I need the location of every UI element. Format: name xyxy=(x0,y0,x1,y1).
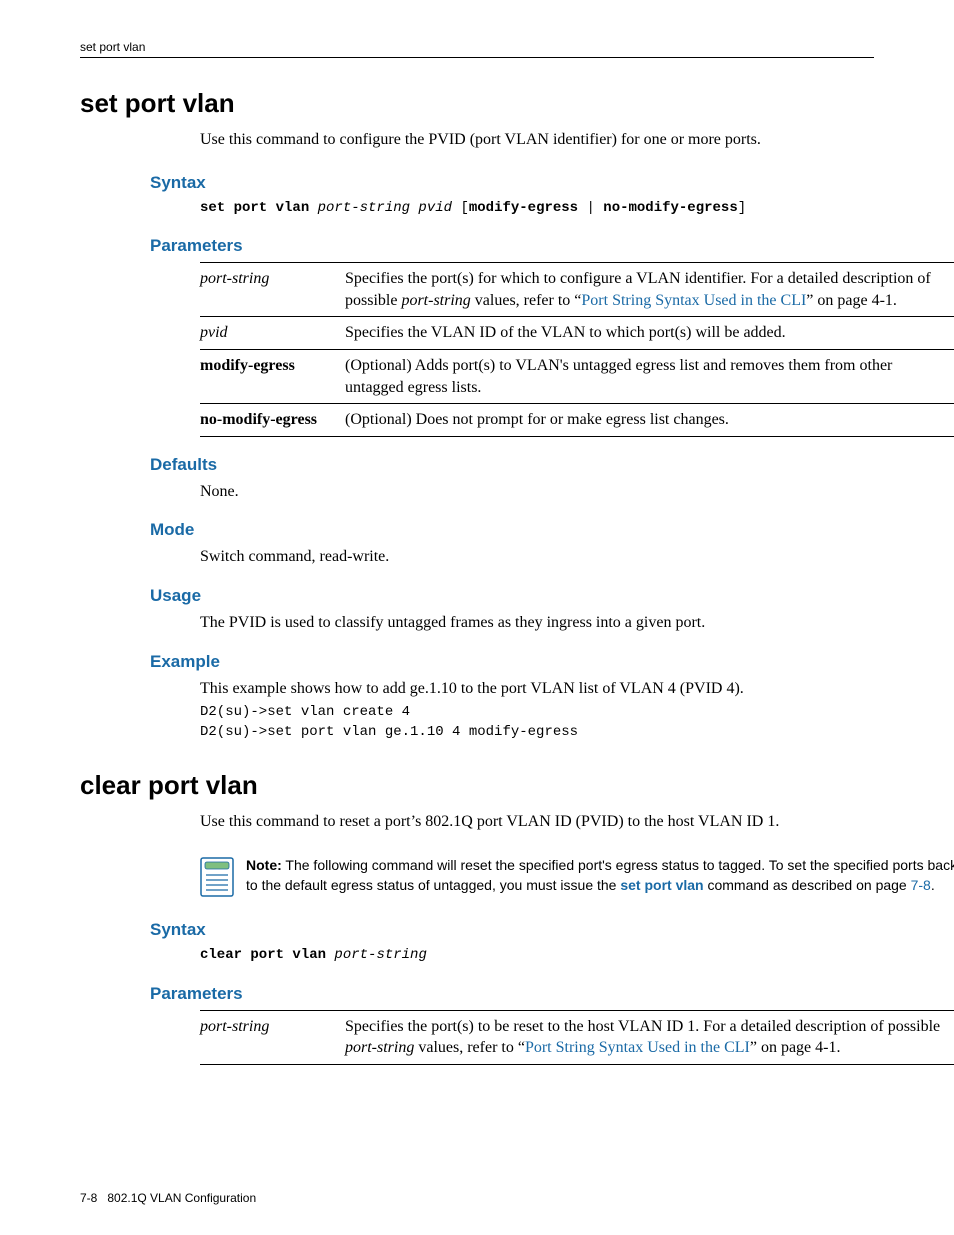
table-row: modify-egress (Optional) Adds port(s) to… xyxy=(200,349,954,403)
param-name: port-string xyxy=(200,270,269,287)
param-desc: (Optional) Adds port(s) to VLAN's untagg… xyxy=(345,349,954,403)
page: set port vlan set port vlan Use this com… xyxy=(0,0,954,1235)
cmd1-param-table: port-string Specifies the port(s) for wh… xyxy=(200,262,954,437)
param-desc: (Optional) Does not prompt for or make e… xyxy=(345,404,954,437)
param-name: no-modify-egress xyxy=(200,411,317,428)
syntax-opt2: no-modify-egress xyxy=(603,200,737,216)
cmd2-syntax-code: clear port vlan port-string xyxy=(200,946,874,966)
note-icon xyxy=(200,857,234,902)
xref-link[interactable]: set port vlan xyxy=(620,877,703,893)
param-name: modify-egress xyxy=(200,357,295,374)
syntax-kw: clear port vlan xyxy=(200,947,326,963)
note-body: . xyxy=(931,877,935,893)
cmd2-title: clear port vlan xyxy=(80,770,874,801)
note-box: Note: The following command will reset t… xyxy=(200,855,954,902)
param-desc-ital: port-string xyxy=(345,1039,414,1056)
cmd1-intro: Use this command to configure the PVID (… xyxy=(200,129,874,151)
syntax-arg: port-string xyxy=(326,947,427,963)
param-desc-text: ” on page 4-1. xyxy=(806,292,897,309)
param-desc: Specifies the port(s) to be reset to the… xyxy=(345,1010,954,1064)
cmd2-param-table: port-string Specifies the port(s) to be … xyxy=(200,1010,954,1065)
table-row: port-string Specifies the port(s) for wh… xyxy=(200,263,954,317)
table-row: port-string Specifies the port(s) to be … xyxy=(200,1010,954,1064)
footer-chapter: 802.1Q VLAN Configuration xyxy=(107,1191,256,1205)
cmd2-params-heading: Parameters xyxy=(150,984,874,1004)
footer-page: 7-8 xyxy=(80,1191,97,1205)
param-name: pvid xyxy=(200,324,228,341)
cmd1-example-intro: This example shows how to add ge.1.10 to… xyxy=(200,678,874,700)
cmd1-params-heading: Parameters xyxy=(150,236,874,256)
syntax-bracket: [ xyxy=(460,200,468,216)
cmd1-defaults-text: None. xyxy=(200,481,874,503)
cmd1-example-heading: Example xyxy=(150,652,874,672)
syntax-sep: | xyxy=(578,200,603,216)
param-desc-text: Specifies the port(s) to be reset to the… xyxy=(345,1018,940,1035)
xref-link[interactable]: Port String Syntax Used in the CLI xyxy=(525,1039,750,1056)
param-desc: Specifies the port(s) for which to confi… xyxy=(345,263,954,317)
param-desc: Specifies the VLAN ID of the VLAN to whi… xyxy=(345,317,954,350)
cmd1-defaults-heading: Defaults xyxy=(150,455,874,475)
cmd1-usage-text: The PVID is used to classify untagged fr… xyxy=(200,612,874,634)
syntax-opt1: modify-egress xyxy=(469,200,578,216)
param-desc-text: ” on page 4-1. xyxy=(750,1039,841,1056)
syntax-bracket-close: ] xyxy=(738,200,746,216)
cmd1-usage-heading: Usage xyxy=(150,586,874,606)
param-desc-text: values, refer to “ xyxy=(414,1039,525,1056)
cmd2-syntax-heading: Syntax xyxy=(150,920,874,940)
cmd1-title: set port vlan xyxy=(80,88,874,119)
syntax-arg: port-string pvid xyxy=(309,200,460,216)
syntax-kw: set port vlan xyxy=(200,200,309,216)
param-desc-ital: port-string xyxy=(401,292,470,309)
note-text: Note: The following command will reset t… xyxy=(246,855,954,896)
param-desc-text: values, refer to “ xyxy=(471,292,582,309)
param-name: port-string xyxy=(200,1018,269,1035)
cmd2-intro: Use this command to reset a port’s 802.1… xyxy=(200,811,874,833)
cmd1-syntax-heading: Syntax xyxy=(150,173,874,193)
table-row: pvid Specifies the VLAN ID of the VLAN t… xyxy=(200,317,954,350)
note-body: command as described on page xyxy=(704,877,911,893)
table-row: no-modify-egress (Optional) Does not pro… xyxy=(200,404,954,437)
xref-link[interactable]: Port String Syntax Used in the CLI xyxy=(581,292,806,309)
cmd1-syntax-code: set port vlan port-string pvid [modify-e… xyxy=(200,199,874,219)
note-label: Note: xyxy=(246,857,282,873)
cmd1-mode-heading: Mode xyxy=(150,520,874,540)
xref-link[interactable]: 7-8 xyxy=(911,877,931,893)
running-head: set port vlan xyxy=(80,40,874,58)
cmd1-mode-text: Switch command, read-write. xyxy=(200,546,874,568)
page-footer: 7-8 802.1Q VLAN Configuration xyxy=(80,1191,256,1205)
cmd1-example-code: D2(su)->set vlan create 4 D2(su)->set po… xyxy=(200,703,874,742)
